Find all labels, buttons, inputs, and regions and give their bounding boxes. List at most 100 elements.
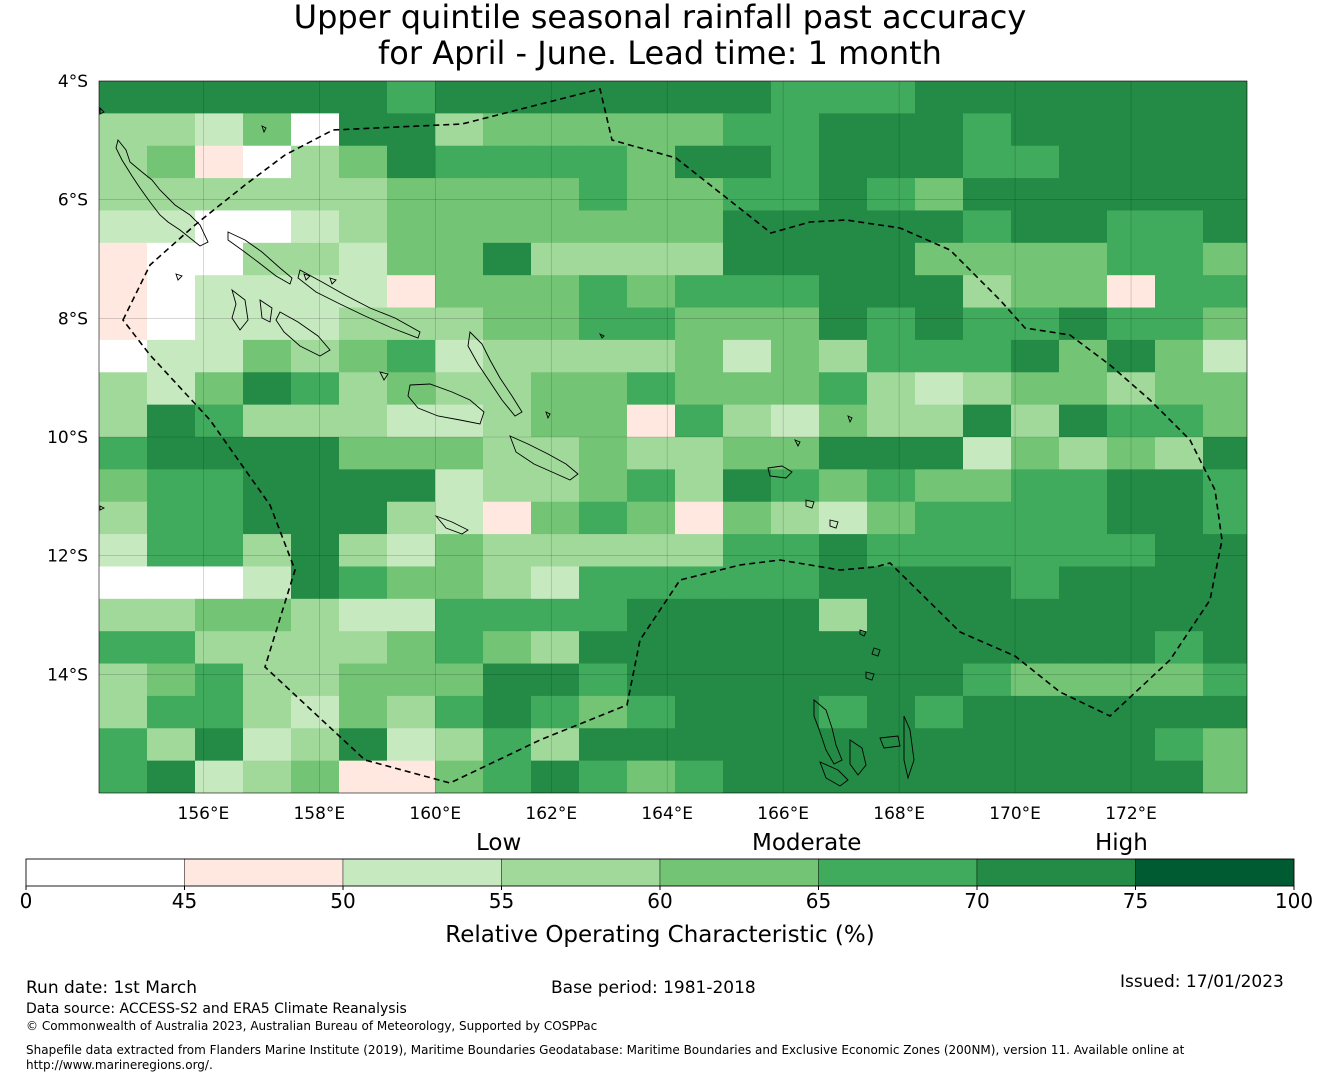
grid-cell [483, 307, 532, 341]
grid-cell [867, 437, 916, 470]
grid-cell [291, 178, 340, 211]
grid-cell [1059, 372, 1108, 406]
grid-cell [243, 275, 292, 309]
grid-cell [1107, 469, 1156, 503]
grid-cell [435, 339, 484, 373]
grid-cell [1155, 275, 1204, 309]
grid-cell [483, 534, 532, 567]
grid-cell [531, 534, 580, 567]
grid-cell [99, 598, 148, 632]
grid-cell [435, 566, 484, 600]
grid-cell [483, 242, 532, 276]
grid-cell [819, 437, 868, 470]
grid-cell [195, 307, 244, 341]
grid-cell [291, 404, 340, 438]
grid-cell [387, 695, 436, 729]
grid-cell [819, 210, 868, 244]
grid-cell [819, 728, 868, 762]
grid-cell [339, 210, 388, 244]
grid-cell [1107, 566, 1156, 600]
grid-cell [387, 663, 436, 697]
grid-cell [1011, 404, 1060, 438]
grid-cell [99, 372, 148, 406]
grid-cell [243, 695, 292, 729]
grid-cell [1203, 501, 1247, 535]
grid-cell [531, 372, 580, 406]
grid-cell [867, 728, 916, 762]
map-frame [98, 80, 1248, 794]
grid-cell [867, 145, 916, 179]
grid-cell [435, 469, 484, 503]
grid-cell [531, 501, 580, 535]
grid-cell [387, 566, 436, 600]
grid-cell [387, 631, 436, 665]
grid-cell [1107, 534, 1156, 567]
grid-cell [1299, 534, 1320, 567]
grid-cell [627, 307, 676, 341]
grid-cell [627, 113, 676, 147]
grid-cell [1011, 728, 1060, 762]
grid-cell [435, 501, 484, 535]
grid-cell [1107, 728, 1156, 762]
grid-cell [435, 534, 484, 567]
lon-tick-label: 166°E [757, 804, 809, 824]
grid-cell [531, 437, 580, 470]
grid-cell [147, 501, 196, 535]
grid-cell [579, 631, 628, 665]
grid-cell [675, 469, 724, 503]
eez-solomon-islands [122, 88, 1223, 784]
coastline-santo [813, 699, 843, 765]
grid-cell [867, 695, 916, 729]
grid-cell [771, 242, 820, 276]
grid-cell [1203, 145, 1247, 179]
colorbar-axis-label: Relative Operating Characteristic (%) [445, 922, 874, 948]
grid-cell [771, 145, 820, 179]
grid-cell [579, 501, 628, 535]
grid-cell [1155, 307, 1204, 341]
grid-cell [339, 437, 388, 470]
grid-cell [579, 145, 628, 179]
run-date: Run date: 1st March [26, 978, 198, 998]
grid-cell [579, 307, 628, 341]
grid-cell [147, 275, 196, 309]
grid-cell [579, 598, 628, 632]
grid-cell [243, 113, 292, 147]
grid-cell [1299, 696, 1320, 729]
grid-cell [1011, 178, 1060, 211]
grid-cell [531, 404, 580, 438]
grid-cell [1203, 372, 1247, 406]
grid-cell [627, 760, 676, 793]
grid-cell [195, 728, 244, 762]
grid-cell [243, 534, 292, 567]
grid-cell [387, 437, 436, 470]
grid-cell [195, 145, 244, 179]
grid-cell [291, 501, 340, 535]
grid-cell [99, 178, 148, 211]
grid-cell [243, 469, 292, 503]
grid-cell [195, 437, 244, 470]
grid-cell [99, 566, 148, 600]
grid-cell [243, 728, 292, 762]
grid-cell [675, 598, 724, 632]
grid-cell [627, 404, 676, 438]
grid-cell [579, 372, 628, 406]
grid-cell [243, 501, 292, 535]
coastline-rennell [434, 514, 469, 535]
grid-cell [99, 663, 148, 697]
grid-cell [1059, 437, 1108, 470]
grid-cell [963, 81, 1012, 114]
grid-cell [1107, 663, 1156, 697]
grid-cell [195, 81, 244, 114]
grid-cell [435, 598, 484, 632]
grid-cell [1059, 469, 1108, 503]
grid-cell [915, 760, 964, 793]
grid-cell [1251, 340, 1300, 373]
grid-cell [771, 534, 820, 567]
lon-tick-label: 168°E [873, 804, 925, 824]
grid-cell [99, 728, 148, 762]
grid-cell [99, 275, 148, 309]
grid-cell [579, 469, 628, 503]
grid-cell [1251, 566, 1300, 599]
grid-cell [1155, 566, 1204, 600]
grid-cell [723, 469, 772, 503]
